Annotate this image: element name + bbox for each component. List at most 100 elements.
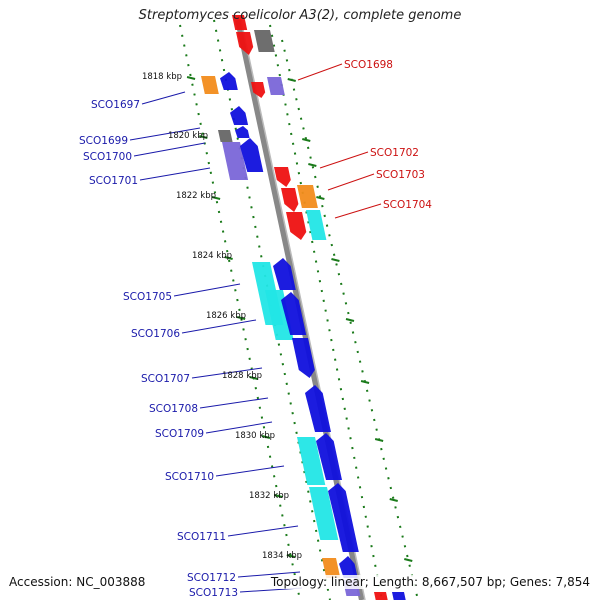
leader-sco1711	[227, 525, 299, 537]
gene-label-sco1706: SCO1706	[131, 328, 180, 340]
kbp-labels: 1818 kbp 1820 kbp 1822 kbp 1824 kbp 1826 kbp…	[142, 72, 302, 561]
gene-red-sco1704	[286, 212, 307, 240]
right-tick-mark-5	[345, 318, 355, 322]
gene-label-sco1711: SCO1711	[177, 531, 226, 543]
leader-sco1703	[327, 173, 375, 191]
gene-label-sco1707: SCO1707	[141, 373, 190, 385]
gene-label-sco1699: SCO1699	[79, 135, 128, 147]
gene-labels: SCO1697 SCO1699 SCO1700 SCO1701 SCO1705 SCO17…	[79, 59, 432, 599]
gene-blue-sco1711	[328, 483, 359, 552]
gene-orange-sco1697	[201, 76, 219, 94]
gene-label-sco1709: SCO1709	[155, 428, 204, 440]
kbp-tick-mark-8	[286, 554, 296, 558]
leader-sco1707	[191, 367, 263, 379]
kbp-tick-mark-2	[211, 196, 221, 200]
genome-summary-text: Topology: linear; Length: 8,667,507 bp; …	[270, 575, 590, 589]
right-tick-mark-6	[360, 380, 370, 384]
right-tick-mark-0	[287, 78, 296, 82]
leader-sco1704	[334, 203, 382, 219]
gene-blue-sco1707	[292, 338, 315, 378]
right-tick-mark-2	[308, 163, 317, 167]
gene-blue-small	[235, 126, 250, 138]
gene-label-sco1701: SCO1701	[89, 175, 138, 187]
gene-orange-sco1703	[297, 185, 318, 208]
kbp-label-7: 1832 kbp	[249, 491, 289, 501]
leader-sco1708	[199, 397, 269, 409]
right-dotted-boundary	[281, 39, 419, 601]
leader-sco1712	[237, 571, 301, 578]
kbp-label-2: 1822 kbp	[176, 191, 216, 201]
kbp-label-5: 1828 kbp	[222, 371, 262, 381]
right-tick-mark-8	[389, 498, 398, 502]
kbp-tick-mark-0	[186, 76, 196, 80]
gene-orange-sco1712	[322, 558, 341, 578]
kbp-label-4: 1826 kbp	[206, 311, 246, 321]
kbp-label-6: 1830 kbp	[235, 431, 275, 441]
right-tick-mark-4	[331, 258, 340, 262]
gene-blue-bottom	[392, 592, 406, 600]
kbp-tick-mark-5	[249, 376, 258, 380]
gene-label-sco1712: SCO1712	[187, 572, 236, 584]
leader-sco1700	[133, 142, 206, 157]
gene-blue-sco1710	[316, 433, 342, 480]
kbp-label-3: 1824 kbp	[192, 251, 232, 261]
gene-cyan-sco1709	[297, 437, 326, 485]
gene-red-sco1698	[251, 82, 266, 98]
gene-label-sco1703: SCO1703	[376, 169, 425, 181]
kbp-tick-mark-3	[224, 256, 233, 260]
leader-sco1702	[319, 151, 369, 169]
right-tick-mark-3	[316, 196, 325, 200]
label-leaders	[129, 63, 382, 593]
kbp-tick-mark-6	[261, 435, 271, 439]
gene-label-sco1704: SCO1704	[383, 199, 432, 211]
gene-red-1	[236, 32, 254, 55]
gene-red-sco1703	[281, 188, 299, 212]
right-tick-mark-7	[374, 438, 384, 442]
leader-sco1699	[129, 127, 201, 141]
gene-label-sco1708: SCO1708	[149, 403, 198, 415]
leader-sco1709	[205, 421, 273, 434]
leader-sco1701	[139, 167, 211, 181]
gene-label-sco1697: SCO1697	[91, 99, 140, 111]
gene-gray-top	[254, 30, 275, 52]
right-tick-mark-1	[302, 138, 311, 142]
gene-label-sco1713: SCO1713	[189, 587, 238, 599]
gene-label-sco1698: SCO1698	[344, 59, 393, 71]
gene-label-sco1710: SCO1710	[165, 471, 214, 483]
kbp-tick-mark-7	[274, 494, 283, 498]
gene-blue-sco1700	[240, 138, 264, 172]
gene-red-bottom	[374, 592, 388, 600]
kbp-label-8: 1834 kbp	[262, 551, 302, 561]
gene-blue-sco1708	[305, 385, 331, 432]
accession-text: Accession: NC_003888	[9, 575, 146, 589]
kbp-tick-mark-1	[199, 135, 208, 139]
gene-gray-sco1699	[218, 130, 233, 142]
leader-sco1705	[173, 283, 241, 297]
leader-sco1697	[141, 91, 186, 105]
tick-marks	[179, 19, 419, 601]
gene-blue-sco1697b	[220, 72, 238, 90]
gene-blue-sco1699	[230, 106, 249, 125]
gene-label-sco1700: SCO1700	[83, 151, 132, 163]
gene-blue-sco1712	[339, 556, 358, 578]
gene-cyan-sco1706	[265, 290, 294, 340]
leader-sco1698	[297, 63, 343, 81]
gene-blue-sco1705	[273, 258, 296, 290]
gene-label-sco1705: SCO1705	[123, 291, 172, 303]
kbp-label-1: 1820 kbp	[168, 131, 208, 141]
gene-arrows	[201, 15, 406, 600]
gene-top-red	[232, 15, 248, 30]
kbp-label-0: 1818 kbp	[142, 72, 182, 82]
map-title: Streptomyces coelicolor A3(2), complete …	[138, 8, 462, 23]
gene-cyan-sco1711	[309, 487, 339, 540]
right-tick-mark-9	[404, 558, 413, 562]
kbp-tick-mark-4	[236, 316, 246, 320]
gene-red-sco1702	[274, 167, 291, 187]
gene-blue-sco1706	[281, 292, 307, 335]
gene-purple-sco1698	[267, 77, 285, 95]
gene-label-sco1702: SCO1702	[370, 147, 419, 159]
gene-cyan-sco1704	[306, 210, 327, 240]
leader-sco1706	[181, 319, 257, 334]
